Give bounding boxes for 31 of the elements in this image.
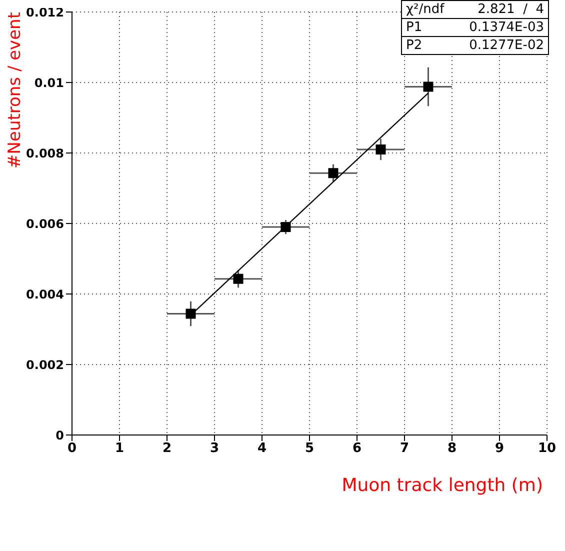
- point: [280, 222, 291, 232]
- x-tick-label: 1: [114, 441, 124, 456]
- x-tick-label: 0: [67, 441, 77, 456]
- x-tick-label: 6: [352, 441, 362, 456]
- annotation: P2: [405, 37, 424, 54]
- y-tick-label: 0.004: [26, 287, 64, 302]
- x-tick-label: 7: [400, 441, 410, 456]
- point: [376, 144, 386, 154]
- x-tick-label: 10: [538, 441, 556, 456]
- y-axis-title: #Neutrons / event: [5, 12, 25, 168]
- y-tick-label: 0.008: [26, 146, 64, 160]
- annotation: χ²/ndf: [405, 1, 446, 18]
- x-tick-label: 5: [304, 441, 314, 456]
- annotation: 0.1374E-03: [468, 19, 545, 36]
- x-axis-title: Muon track length (m): [342, 475, 543, 496]
- point: [328, 168, 338, 178]
- y-tick-label: 0.006: [26, 216, 64, 231]
- point: [233, 274, 244, 284]
- y-tick-label: 0: [56, 428, 64, 442]
- x-tick-label: 4: [257, 441, 267, 456]
- y-tick-label: 0.01: [34, 76, 64, 90]
- x-tick-label: 2: [162, 441, 172, 456]
- point: [186, 308, 196, 319]
- annotation: P1: [405, 19, 424, 36]
- annotation: 0.1277E-02: [468, 37, 545, 54]
- x-tick-label: 3: [210, 441, 220, 456]
- y-tick-label: 0.002: [26, 358, 64, 372]
- x-tick-label: 9: [494, 441, 504, 456]
- annotation: 2.821 / 4: [476, 1, 545, 18]
- x-tick-label: 8: [447, 441, 457, 456]
- point: [423, 82, 434, 92]
